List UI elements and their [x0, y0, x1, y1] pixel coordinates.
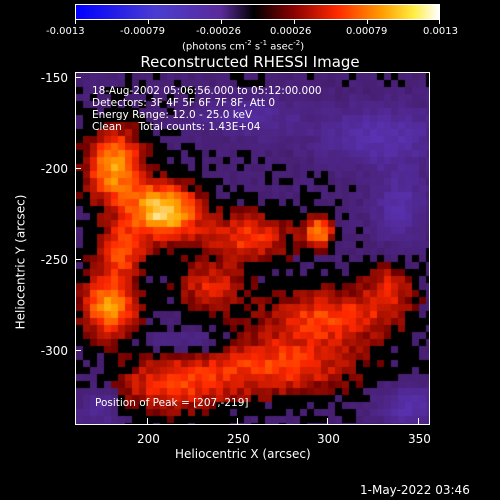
- colorbar-tickmark: [75, 20, 76, 24]
- x-tickmark: [327, 418, 328, 424]
- colorbar-tickmark: [221, 20, 222, 24]
- image-title: Reconstructed RHESSI Image: [140, 53, 360, 71]
- y-tickmark: [75, 77, 81, 78]
- peak-position: Position of Peak = [207,-219]: [95, 397, 249, 409]
- y-tick-label: -300: [40, 344, 68, 358]
- colorbar-tick-label: 0.00026: [270, 26, 312, 37]
- y-tick-label: -250: [40, 253, 68, 267]
- y-axis-label: Heliocentric Y (arcsec): [13, 194, 28, 330]
- info-time-range: 18-Aug-2002 05:06:56.000 to 05:12:00.000: [92, 85, 322, 97]
- heatmap-canvas: [76, 73, 429, 424]
- x-tick-label: 350: [408, 432, 431, 446]
- x-tickmark: [147, 418, 148, 424]
- colorbar-tick-label: -0.00079: [120, 26, 165, 37]
- x-tick-label: 200: [137, 432, 160, 446]
- x-tickmark: [418, 418, 419, 424]
- info-energy-range: Energy Range: 12.0 - 25.0 keV: [92, 109, 253, 121]
- x-tickmark: [237, 418, 238, 424]
- colorbar: [75, 4, 440, 20]
- rhessi-image-plot: [75, 72, 430, 425]
- y-tick-label: -150: [40, 71, 68, 85]
- info-clean-counts: Clean Total counts: 1.43E+04: [92, 121, 261, 133]
- x-tick-label: 250: [227, 432, 250, 446]
- colorbar-tick-label: -0.00026: [196, 26, 241, 37]
- info-detectors: Detectors: 3F 4F 5F 6F 7F 8F, Att 0: [92, 97, 276, 109]
- x-axis-label: Heliocentric X (arcsec): [175, 447, 311, 461]
- colorbar-tickmark: [294, 20, 295, 24]
- colorbar-tick-label: 0.0013: [423, 26, 458, 37]
- timestamp: 1-May-2022 03:46: [360, 483, 470, 497]
- colorbar-tick-label: 0.00079: [346, 26, 388, 37]
- y-tickmark: [75, 350, 81, 351]
- y-tickmark: [75, 168, 81, 169]
- y-tick-label: -200: [40, 162, 68, 176]
- colorbar-tick-label: -0.0013: [46, 26, 85, 37]
- colorbar-tickmark: [439, 20, 440, 24]
- x-tick-label: 300: [317, 432, 340, 446]
- colorbar-units: (photons cm-2 s-1 asec-2): [182, 39, 305, 53]
- y-tickmark: [75, 259, 81, 260]
- colorbar-tickmark: [367, 20, 368, 24]
- colorbar-tickmark: [148, 20, 149, 24]
